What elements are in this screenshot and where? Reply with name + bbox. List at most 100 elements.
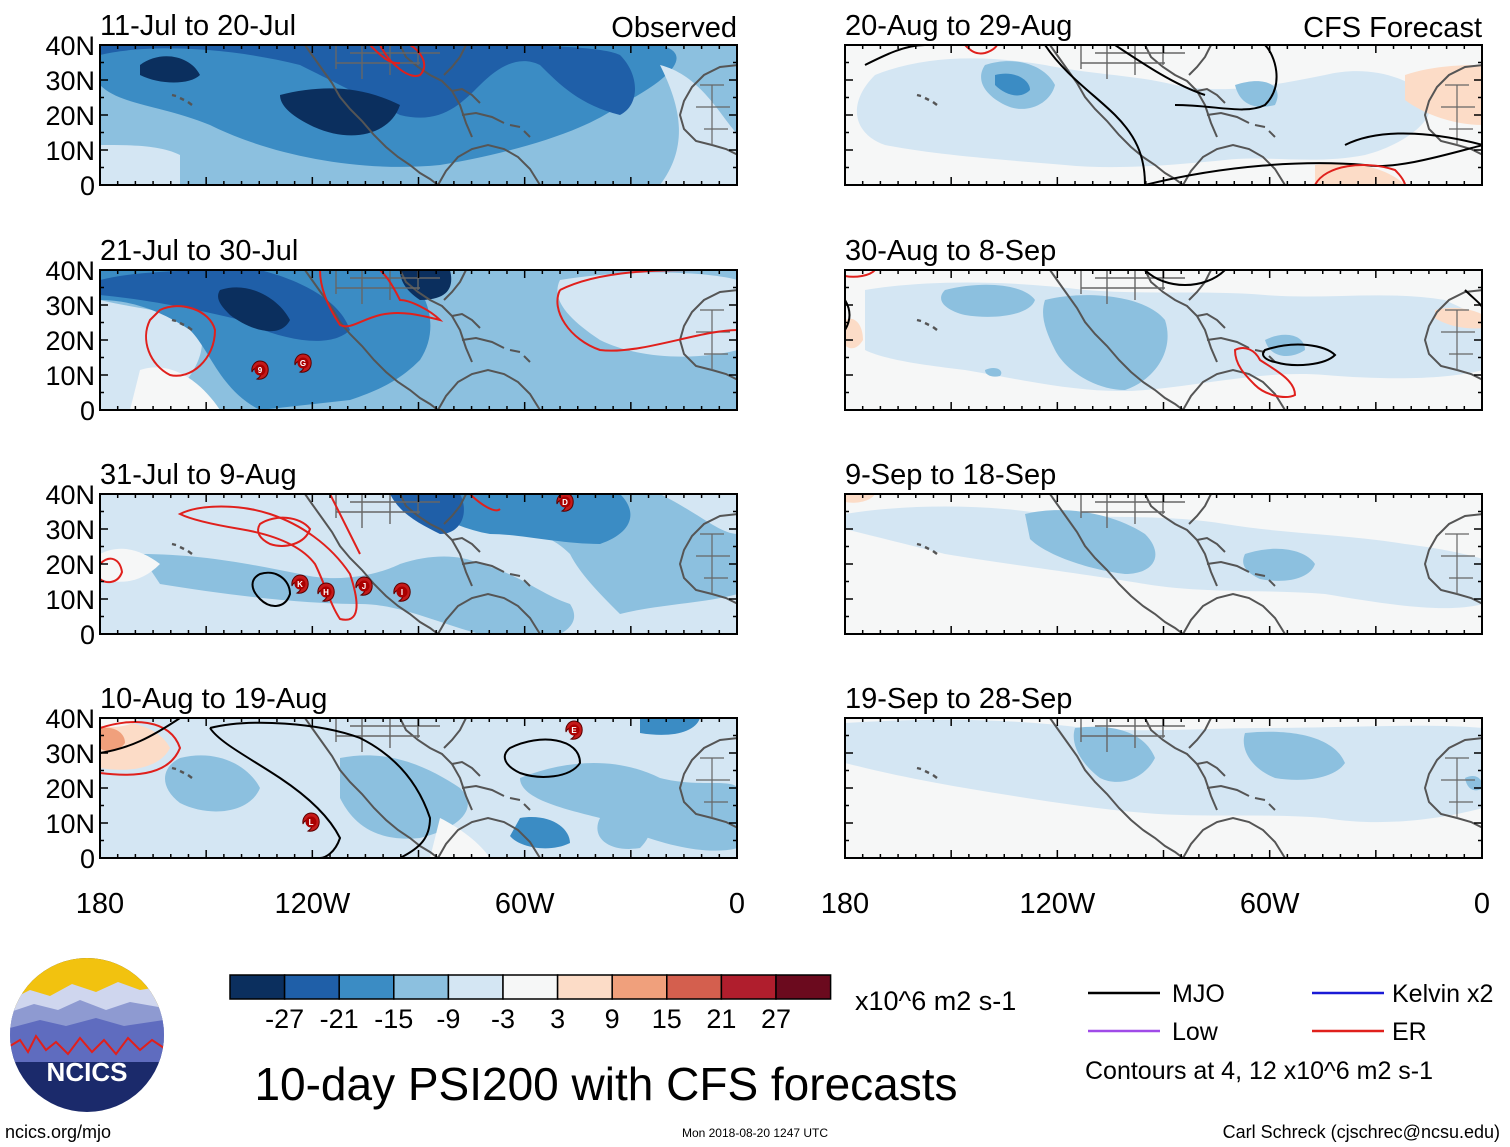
legend-er-label: ER [1392,1018,1427,1046]
colorbar-tick-label: -9 [436,1004,460,1034]
lat-label: 0 [80,620,95,650]
lat-label: 20N [45,774,95,804]
colorbar-tick-label: 21 [706,1004,736,1034]
storm-marker: G [294,353,312,373]
storm-label: D [562,498,568,507]
lat-label: 40N [45,256,95,286]
lat-label: 10N [45,136,95,166]
map-panel-right-1: 20-Aug to 29-Aug CFS Forecast [844,10,1483,186]
storm-label: G [300,359,306,368]
lon-label: 120W [274,888,350,920]
storm-marker: 9 [251,360,269,380]
colorbar-swatch [666,974,723,1000]
lat-label: 20N [45,550,95,580]
colorbar-swatch [502,974,559,1000]
lon-label: 120W [1019,888,1095,920]
footer-site[interactable]: ncics.org/mjo [5,1122,111,1142]
footer-author: Carl Schreck (cjschrec@ncsu.edu) [1223,1122,1500,1142]
colorbar-tick-label: 9 [605,1004,620,1034]
panel-corner-label: CFS Forecast [1303,12,1482,44]
panel-period-title: 21-Jul to 30-Jul [100,235,298,267]
figure-title: 10-day PSI200 with CFS forecasts [254,1058,957,1110]
colorbar-swatch [775,974,832,1000]
colorbar-swatch [283,974,340,1000]
lat-label: 30N [45,515,95,545]
panel-corner-label: Observed [611,12,737,44]
colorbar: -27 -21 -15 -9 -3 3 9 15 21 27 x10^6 m2 s-1 [229,974,1016,1034]
storm-marker: J [355,576,373,596]
legend-note: Contours at 4, 12 x10^6 m2 s-1 [1085,1057,1433,1085]
lon-axis-left: 180 120W 60W 0 [76,888,745,920]
colorbar-swatch [720,974,777,1000]
lon-label: 180 [821,888,869,920]
colorbar-swatch [447,974,504,1000]
colorbar-tick-label: -15 [374,1004,413,1034]
lon-label: 0 [729,888,745,920]
storm-label: J [362,582,366,591]
storm-marker: I [393,582,411,602]
storm-marker: E [565,720,583,740]
map-panel-left-1: 11-Jul to 20-Jul Observed 40N 30N 20N 10N 0 [45,10,738,201]
lat-label: 0 [80,396,95,426]
colorbar-tick-label: 27 [761,1004,791,1034]
lat-label: 40N [45,704,95,734]
lat-label: 10N [45,585,95,615]
lat-label: 10N [45,361,95,391]
panel-period-title: 20-Aug to 29-Aug [845,10,1072,42]
colorbar-swatch [556,974,613,1000]
storm-label: 9 [258,366,263,375]
colorbar-tick-label: 3 [550,1004,565,1034]
lat-label: 30N [45,291,95,321]
storm-label: L [309,818,314,827]
colorbar-swatch [611,974,668,1000]
storm-marker: K [291,574,309,594]
map-panel-right-2: 30-Aug to 8-Sep [844,235,1483,411]
colorbar-tick-label: -21 [320,1004,359,1034]
panel-period-title: 30-Aug to 8-Sep [845,235,1056,267]
colorbar-tick-label: -3 [491,1004,515,1034]
storm-label: K [297,580,303,589]
lat-label: 30N [45,66,95,96]
lat-label: 10N [45,809,95,839]
lat-label: 20N [45,101,95,131]
lon-label: 60W [495,888,555,920]
lon-label: 180 [76,888,124,920]
storm-label: H [323,588,329,597]
colorbar-swatch [393,974,450,1000]
colorbar-tick-label: -27 [265,1004,304,1034]
ncics-logo: NCICS [10,958,164,1112]
panel-period-title: 11-Jul to 20-Jul [100,10,296,42]
colorbar-units: x10^6 m2 s-1 [855,986,1016,1016]
lat-label: 40N [45,480,95,510]
legend: MJO Kelvin x2 Low ER Contours at 4, 12 x… [1085,980,1493,1085]
storm-label: E [571,726,577,735]
footer-timestamp: Mon 2018-08-20 1247 UTC [682,1126,828,1140]
map-panel-right-3: 9-Sep to 18-Sep [844,459,1483,635]
legend-mjo-label: MJO [1172,980,1225,1008]
map-panel-right-4: 19-Sep to 28-Sep [844,683,1483,859]
colorbar-swatch [229,974,286,1000]
lat-label: 30N [45,739,95,769]
storm-marker: L [302,812,320,832]
storm-marker: H [317,582,335,602]
panel-period-title: 19-Sep to 28-Sep [845,683,1072,715]
lat-label: 0 [80,171,95,201]
panel-period-title: 31-Jul to 9-Aug [100,459,297,491]
storm-label: I [401,588,403,597]
logo-text: NCICS [47,1057,128,1087]
lon-label: 60W [1240,888,1300,920]
panel-period-title: 9-Sep to 18-Sep [845,459,1056,491]
panel-period-title: 10-Aug to 19-Aug [100,683,327,715]
lat-label: 20N [45,326,95,356]
legend-kelvin-label: Kelvin x2 [1392,980,1493,1008]
lon-label: 0 [1474,888,1490,920]
lat-label: 40N [45,31,95,61]
legend-low-label: Low [1172,1018,1219,1046]
colorbar-swatch [338,974,395,1000]
storm-marker: D [556,494,574,512]
lon-axis-right: 180 120W 60W 0 [821,888,1490,920]
